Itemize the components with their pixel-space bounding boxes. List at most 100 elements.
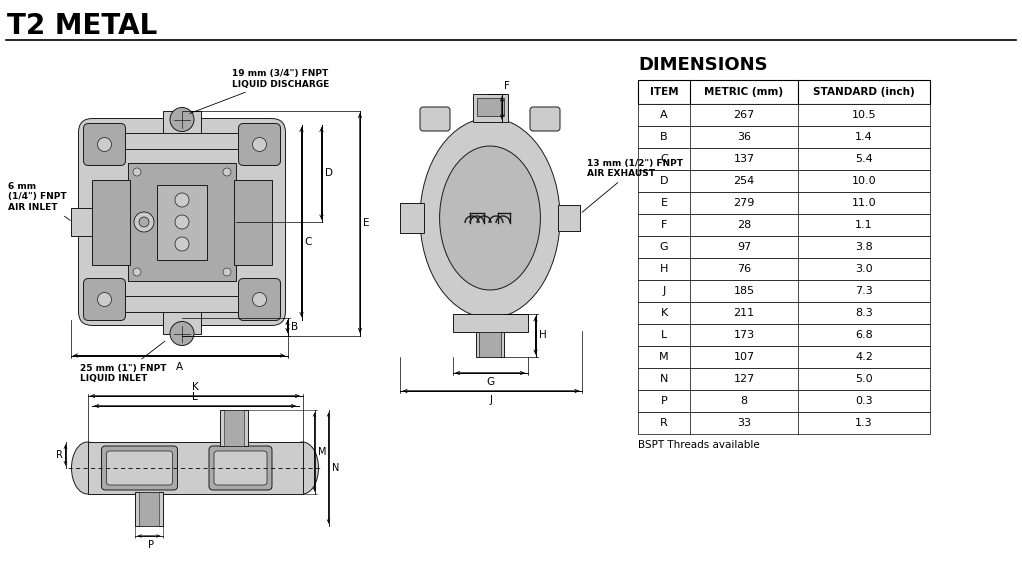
Text: L: L xyxy=(192,392,198,402)
Text: T2 METAL: T2 METAL xyxy=(7,12,157,40)
Text: 8.3: 8.3 xyxy=(855,308,873,318)
Text: A: A xyxy=(660,110,667,120)
FancyBboxPatch shape xyxy=(238,124,280,165)
Text: DIMENSIONS: DIMENSIONS xyxy=(638,56,768,74)
Text: BSPT Threads available: BSPT Threads available xyxy=(638,440,759,450)
Text: 36: 36 xyxy=(737,132,751,142)
Text: 4.2: 4.2 xyxy=(855,352,873,362)
Text: M: M xyxy=(318,447,326,457)
Text: D: D xyxy=(325,168,332,178)
Text: B: B xyxy=(660,132,667,142)
Text: M: M xyxy=(659,352,668,362)
Text: 5.0: 5.0 xyxy=(855,374,873,384)
Text: 10.5: 10.5 xyxy=(851,110,876,120)
FancyBboxPatch shape xyxy=(106,451,173,485)
Circle shape xyxy=(133,168,141,176)
Bar xyxy=(139,492,159,526)
Text: L: L xyxy=(661,330,667,340)
Text: 28: 28 xyxy=(737,220,751,230)
Bar xyxy=(638,80,930,104)
Text: P: P xyxy=(148,540,154,550)
Text: 173: 173 xyxy=(734,330,754,340)
Ellipse shape xyxy=(439,146,541,290)
Text: 107: 107 xyxy=(734,352,754,362)
Bar xyxy=(638,236,930,258)
FancyBboxPatch shape xyxy=(84,279,126,320)
Bar xyxy=(638,280,930,302)
Bar xyxy=(638,126,930,148)
Text: 3.0: 3.0 xyxy=(855,264,873,274)
Text: J: J xyxy=(490,395,493,405)
Text: 13 mm (1/2") FNPT
AIR EXHAUST: 13 mm (1/2") FNPT AIR EXHAUST xyxy=(583,158,683,212)
Text: 6.8: 6.8 xyxy=(855,330,873,340)
Bar xyxy=(638,412,930,434)
FancyBboxPatch shape xyxy=(79,119,285,325)
Bar xyxy=(638,258,930,280)
Text: 1.1: 1.1 xyxy=(855,220,873,230)
Text: 1.4: 1.4 xyxy=(855,132,873,142)
Text: 211: 211 xyxy=(734,308,754,318)
Circle shape xyxy=(223,168,231,176)
Circle shape xyxy=(170,108,194,132)
Text: 25 mm (1") FNPT
LIQUID INLET: 25 mm (1") FNPT LIQUID INLET xyxy=(80,341,167,383)
Bar xyxy=(638,148,930,170)
Circle shape xyxy=(97,292,111,307)
Bar xyxy=(122,295,242,311)
Text: 76: 76 xyxy=(737,264,751,274)
FancyBboxPatch shape xyxy=(530,107,560,131)
Bar xyxy=(558,205,580,231)
Text: G: G xyxy=(659,242,668,252)
Text: K: K xyxy=(192,382,198,392)
Text: 127: 127 xyxy=(734,374,754,384)
Text: B: B xyxy=(290,321,297,332)
Text: 6 mm
(1/4") FNPT
AIR INLET: 6 mm (1/4") FNPT AIR INLET xyxy=(8,182,71,221)
Circle shape xyxy=(223,268,231,276)
Text: F: F xyxy=(504,81,510,91)
Bar xyxy=(472,94,508,122)
Text: F: F xyxy=(661,220,667,230)
Bar xyxy=(128,163,236,281)
Bar xyxy=(476,98,504,116)
Bar xyxy=(638,104,930,126)
Text: N: N xyxy=(660,374,668,384)
Bar xyxy=(479,332,501,357)
Bar xyxy=(638,390,930,412)
Text: 3.8: 3.8 xyxy=(855,242,873,252)
Bar xyxy=(638,368,930,390)
Text: 19 mm (3/4") FNPT
LIQUID DISCHARGE: 19 mm (3/4") FNPT LIQUID DISCHARGE xyxy=(190,69,329,113)
FancyBboxPatch shape xyxy=(101,446,178,490)
Ellipse shape xyxy=(420,118,560,318)
Bar xyxy=(162,310,201,333)
Circle shape xyxy=(175,237,189,251)
Text: E: E xyxy=(660,198,667,208)
Circle shape xyxy=(252,137,267,152)
Text: 254: 254 xyxy=(734,176,754,186)
Bar xyxy=(638,192,930,214)
Text: N: N xyxy=(331,463,339,473)
Bar xyxy=(135,492,162,526)
Circle shape xyxy=(133,268,141,276)
Bar xyxy=(638,302,930,324)
Text: 0.3: 0.3 xyxy=(855,396,873,406)
Text: E: E xyxy=(363,218,370,228)
Bar xyxy=(638,214,930,236)
Bar xyxy=(638,324,930,346)
Text: 279: 279 xyxy=(734,198,754,208)
Bar xyxy=(234,180,272,264)
Text: D: D xyxy=(660,176,668,186)
Bar xyxy=(122,132,242,149)
Text: 33: 33 xyxy=(737,418,751,428)
Bar xyxy=(476,332,504,357)
Text: 185: 185 xyxy=(734,286,754,296)
Text: STANDARD (inch): STANDARD (inch) xyxy=(814,87,915,97)
Text: A: A xyxy=(176,361,183,372)
FancyBboxPatch shape xyxy=(84,124,126,165)
FancyBboxPatch shape xyxy=(214,451,267,485)
Text: 11.0: 11.0 xyxy=(851,198,876,208)
Ellipse shape xyxy=(286,442,319,494)
Bar xyxy=(220,410,248,446)
Text: P: P xyxy=(660,396,667,406)
Circle shape xyxy=(175,193,189,207)
FancyBboxPatch shape xyxy=(210,446,272,490)
Text: 137: 137 xyxy=(734,154,754,164)
